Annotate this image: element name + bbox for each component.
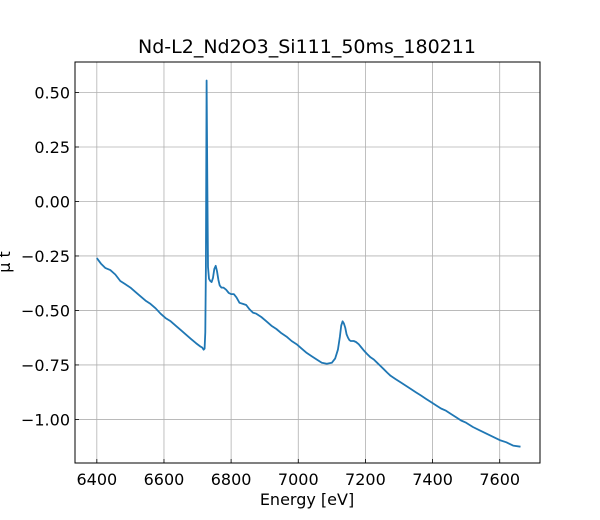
chart-title: Nd-L2_Nd2O3_Si111_50ms_180211	[138, 36, 476, 58]
y-tick-label: 0.25	[34, 138, 70, 157]
y-tick-label: −1.00	[21, 410, 70, 429]
x-tick-label: 7200	[345, 470, 386, 489]
y-tick-label: −0.25	[21, 247, 70, 266]
plot-area-frame	[74, 61, 541, 464]
x-tick-label: 7400	[412, 470, 453, 489]
grid	[75, 62, 540, 463]
axis-ticks: 6400 6600 6800 7000 7200 7400 7600 0.50 0.25 0.00…	[21, 84, 520, 489]
x-tick-label: 7000	[278, 470, 319, 489]
y-axis-title: μ t	[0, 251, 14, 273]
x-tick-label: 6600	[144, 470, 185, 489]
x-tick-label: 7600	[479, 470, 520, 489]
series-line	[96, 79, 521, 448]
x-axis-title: Energy [eV]	[260, 490, 354, 509]
y-tick-label: 0.00	[34, 192, 70, 211]
x-tick-label: 6800	[211, 470, 252, 489]
y-tick-label: −0.50	[21, 301, 70, 320]
y-tick-label: 0.50	[34, 84, 70, 103]
y-tick-label: −0.75	[21, 356, 70, 375]
x-tick-label: 6400	[76, 470, 117, 489]
